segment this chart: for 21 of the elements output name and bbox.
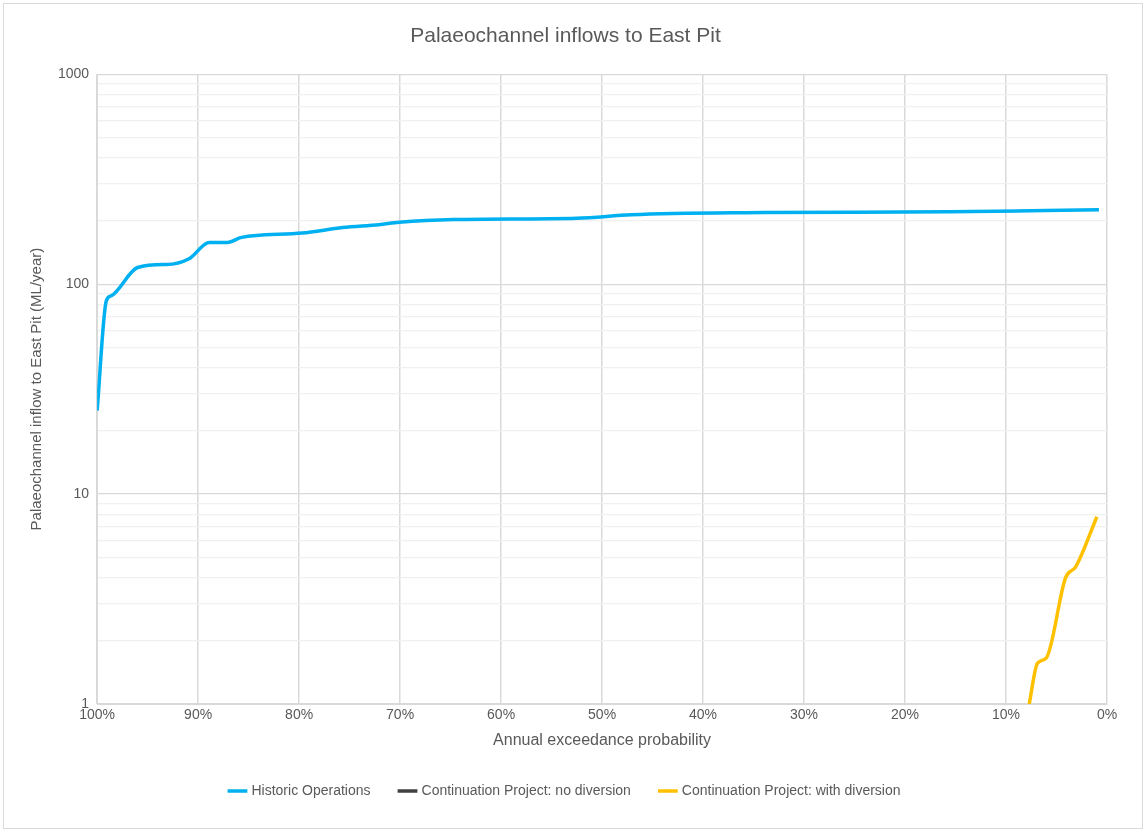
x-tick-label: 20% <box>891 706 920 723</box>
y-axis-title: Palaeochannel inflow to East Pit (ML/year) <box>27 247 45 531</box>
legend-label: Continuation Project: with diversion <box>681 781 901 798</box>
x-tick-label: 0% <box>1096 706 1118 723</box>
x-tick-label: 70% <box>386 706 415 723</box>
y-tick-label: 10 <box>73 484 90 501</box>
x-axis-title: Annual exceedance probability <box>493 730 712 748</box>
y-tick-label: 100 <box>65 274 90 291</box>
x-tick-label: 40% <box>689 706 718 723</box>
x-tick-label: 10% <box>992 706 1021 723</box>
line-series <box>97 208 1101 413</box>
chart-title: Palaeochannel inflows to East Pit <box>410 23 721 47</box>
legend-label: Continuation Project: no diversion <box>421 781 631 798</box>
x-tick-label: 60% <box>487 706 516 723</box>
line-series <box>1027 514 1099 704</box>
x-tick-label: 50% <box>588 706 617 723</box>
x-tick-label: 80% <box>285 706 314 723</box>
x-tick-label: 30% <box>790 706 819 723</box>
x-tick-label: 90% <box>184 706 213 723</box>
y-tick-label: 1000 <box>57 65 90 82</box>
legend-label: Historic Operations <box>251 781 371 798</box>
